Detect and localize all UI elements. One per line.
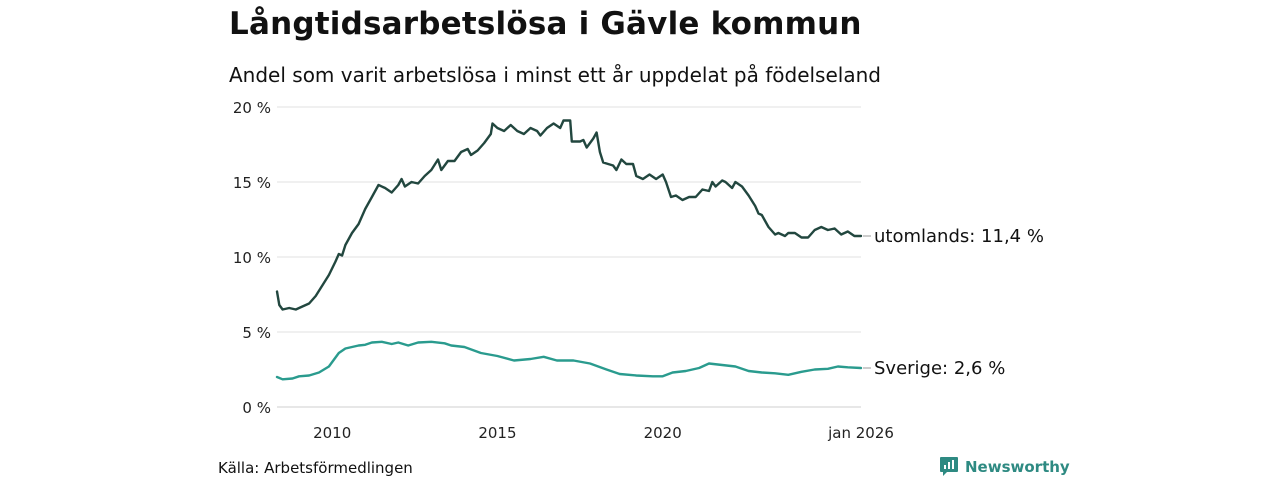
end-label-utomlands: utomlands: 11,4 % bbox=[874, 226, 1044, 247]
x-tick-label: jan 2026 bbox=[827, 424, 894, 442]
x-tick-label: 2010 bbox=[313, 424, 351, 442]
x-tick-label: 2015 bbox=[478, 424, 516, 442]
y-tick-label: 10 % bbox=[233, 249, 271, 267]
newsworthy-logo-icon bbox=[940, 457, 958, 476]
y-tick-label: 15 % bbox=[233, 174, 271, 192]
y-tick-label: 0 % bbox=[242, 399, 271, 417]
x-axis-ticks: 2010 2015 2020 jan 2026 bbox=[313, 424, 894, 442]
end-labels: utomlands: 11,4 % Sverige: 2,6 % bbox=[863, 226, 1044, 379]
y-axis-ticks: 0 % 5 % 10 % 15 % 20 % bbox=[233, 99, 271, 417]
y-tick-label: 20 % bbox=[233, 99, 271, 117]
source-note: Källa: Arbetsförmedlingen bbox=[218, 459, 413, 477]
brand-logo[interactable]: Newsworthy bbox=[939, 456, 1070, 477]
end-label-sverige: Sverige: 2,6 % bbox=[874, 358, 1005, 379]
x-tick-label: 2020 bbox=[644, 424, 682, 442]
grid-lines bbox=[277, 106, 861, 408]
chart-title: Långtidsarbetslösa i Gävle kommun bbox=[229, 6, 862, 42]
brand-name: Newsworthy bbox=[965, 457, 1070, 476]
y-tick-label: 5 % bbox=[242, 324, 271, 342]
series-line-sverige bbox=[275, 340, 863, 381]
series-lines bbox=[275, 119, 863, 381]
chart-subtitle: Andel som varit arbetslösa i minst ett å… bbox=[229, 63, 881, 87]
series-line-utomlands bbox=[275, 119, 863, 311]
